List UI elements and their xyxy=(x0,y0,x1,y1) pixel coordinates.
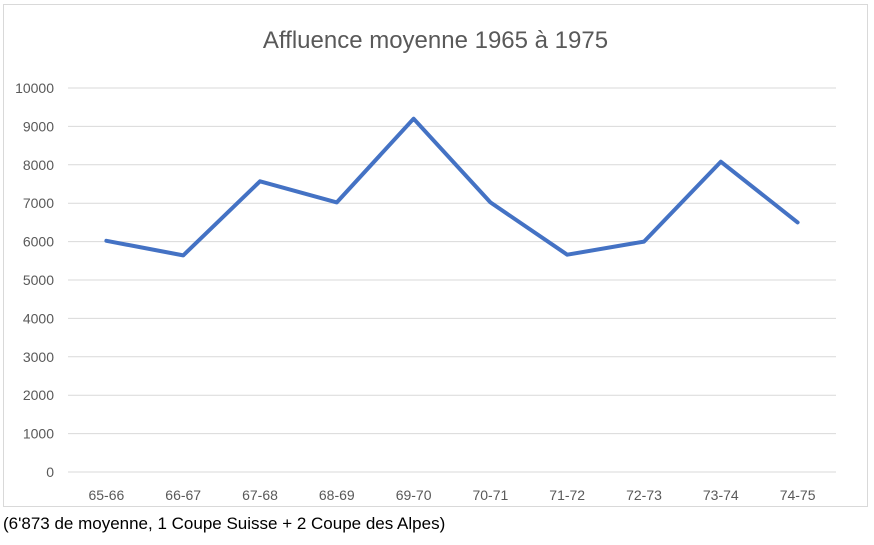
x-tick-label: 71-72 xyxy=(549,487,585,503)
x-tick-label: 69-70 xyxy=(396,487,432,503)
x-tick-label: 70-71 xyxy=(472,487,508,503)
x-tick-label: 66-67 xyxy=(165,487,201,503)
chart-title: Affluence moyenne 1965 à 1975 xyxy=(262,27,609,54)
y-tick-label: 0 xyxy=(46,464,54,480)
y-tick-label: 5000 xyxy=(23,272,54,288)
x-tick-label: 68-69 xyxy=(319,487,355,503)
x-tick-label: 65-66 xyxy=(88,487,124,503)
chart-area: 0 1000 2000 3000 4000 5000 6000 7000 8000 9000 100… xyxy=(3,4,868,507)
y-tick-label: 4000 xyxy=(23,310,54,326)
chart-caption: (6'873 de moyenne, 1 Coupe Suisse + 2 Co… xyxy=(3,514,446,533)
y-tick-label: 10000 xyxy=(15,80,54,96)
line-chart: 0 1000 2000 3000 4000 5000 6000 7000 8000 9000 100… xyxy=(15,80,836,503)
y-tick-label: 1000 xyxy=(23,426,54,442)
x-tick-label: 67-68 xyxy=(242,487,278,503)
x-tick-label: 72-73 xyxy=(626,487,662,503)
series-line xyxy=(104,116,800,258)
y-tick-label: 8000 xyxy=(23,157,54,173)
x-tick-label: 74-75 xyxy=(780,487,816,503)
y-tick-label: 6000 xyxy=(23,234,54,250)
y-tick-label: 2000 xyxy=(23,387,54,403)
y-tick-label: 9000 xyxy=(23,118,54,134)
x-tick-label: 73-74 xyxy=(703,487,739,503)
y-tick-label: 3000 xyxy=(23,349,54,365)
y-tick-label: 7000 xyxy=(23,195,54,211)
